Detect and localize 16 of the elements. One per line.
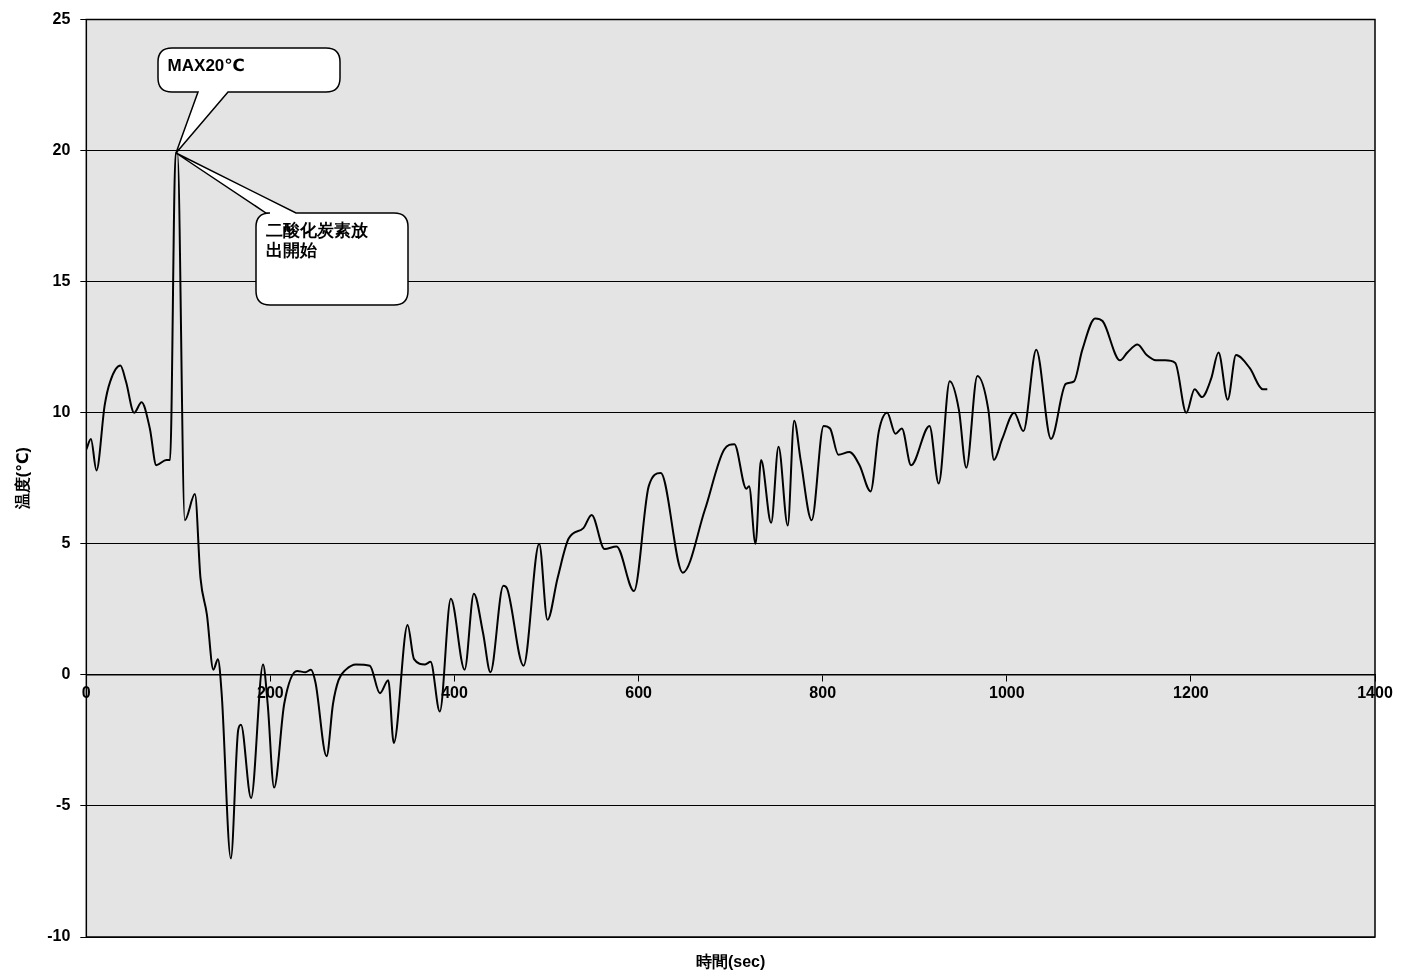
y-tick-label: 5 <box>61 534 71 552</box>
x-tick-label: 1000 <box>989 683 1025 701</box>
y-tick-label: 0 <box>61 665 71 683</box>
y-tick-label: 20 <box>52 141 71 159</box>
y-axis-title: 温度(℃) <box>13 447 32 511</box>
x-tick-label: 1200 <box>1173 683 1209 701</box>
x-axis-title: 時間(sec) <box>695 953 766 971</box>
y-tick-label: -5 <box>56 796 71 814</box>
y-tick-label: 25 <box>52 10 71 28</box>
y-tick-label: 15 <box>52 272 71 290</box>
x-tick-label: 800 <box>809 683 837 701</box>
annotation: 二酸化炭素放出開始 <box>265 221 369 262</box>
annotation: MAX20℃ <box>167 56 246 77</box>
y-tick-label: 10 <box>52 403 71 421</box>
x-tick-label: 600 <box>625 683 653 701</box>
y-tick-label: -10 <box>47 927 71 945</box>
